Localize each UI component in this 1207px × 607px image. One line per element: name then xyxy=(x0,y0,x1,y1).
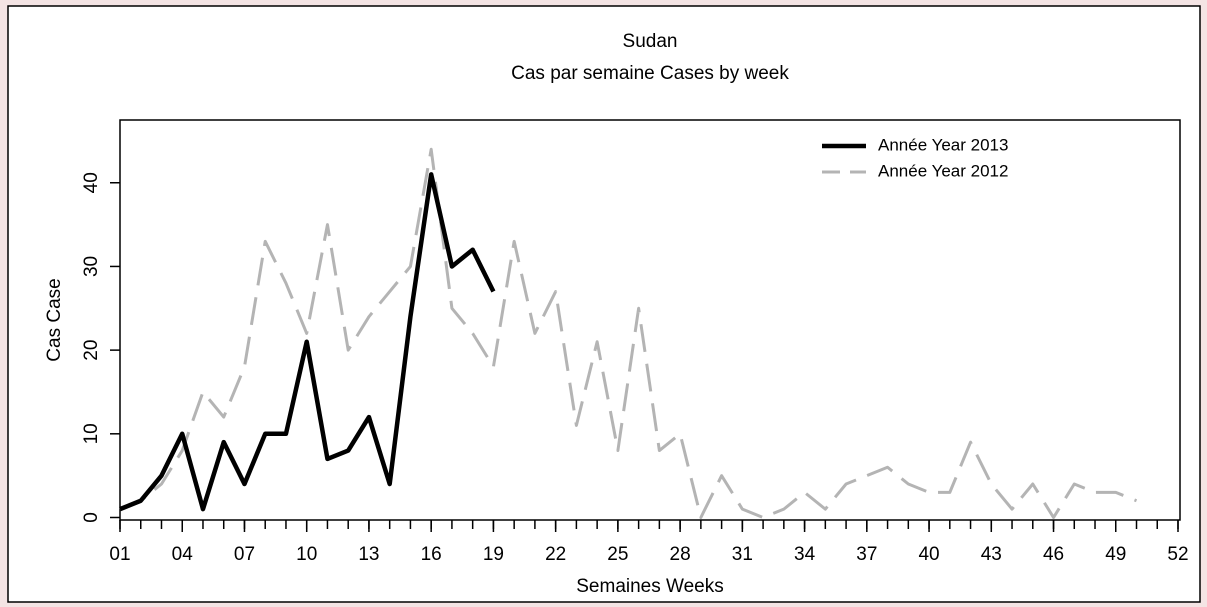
chart-subtitle: Cas par semaine Cases by week xyxy=(511,63,789,84)
plot-box xyxy=(119,119,1181,521)
y-axis-label: Cas Case xyxy=(44,278,65,361)
x-tick-label: 52 xyxy=(1167,544,1188,565)
x-tick-label: 01 xyxy=(109,544,130,565)
x-tick-label: 19 xyxy=(483,544,504,565)
x-tick-label: 31 xyxy=(732,544,753,565)
y-tick-label: 10 xyxy=(81,423,102,444)
y-tick-label: 0 xyxy=(81,512,102,523)
x-tick-label: 22 xyxy=(545,544,566,565)
x-tick-label: 37 xyxy=(856,544,877,565)
x-tick-label: 34 xyxy=(794,544,816,565)
legend-label: Année Year 2013 xyxy=(878,135,1008,154)
x-tick-label: 43 xyxy=(981,544,1002,565)
x-tick-label: 46 xyxy=(1043,544,1064,565)
x-tick-label: 25 xyxy=(607,544,628,565)
line-series xyxy=(119,147,1138,519)
legend-label: Année Year 2012 xyxy=(878,161,1008,180)
frame xyxy=(7,5,1201,603)
x-tick-label: 07 xyxy=(234,544,255,565)
x-tick-label: 28 xyxy=(670,544,691,565)
y-tick-label: 20 xyxy=(81,340,102,361)
x-tick-label: 16 xyxy=(421,544,442,565)
chart-title: Sudan xyxy=(623,31,678,52)
y-tick-label: 30 xyxy=(81,256,102,277)
line-series xyxy=(119,172,496,512)
x-tick-label: 49 xyxy=(1105,544,1126,565)
x-axis-label: Semaines Weeks xyxy=(576,576,724,597)
y-tick-label: 40 xyxy=(81,172,102,193)
x-tick-label: 40 xyxy=(918,544,939,565)
x-tick-label: 10 xyxy=(296,544,317,565)
x-tick-label: 04 xyxy=(172,544,194,565)
x-tick-label: 13 xyxy=(358,544,379,565)
